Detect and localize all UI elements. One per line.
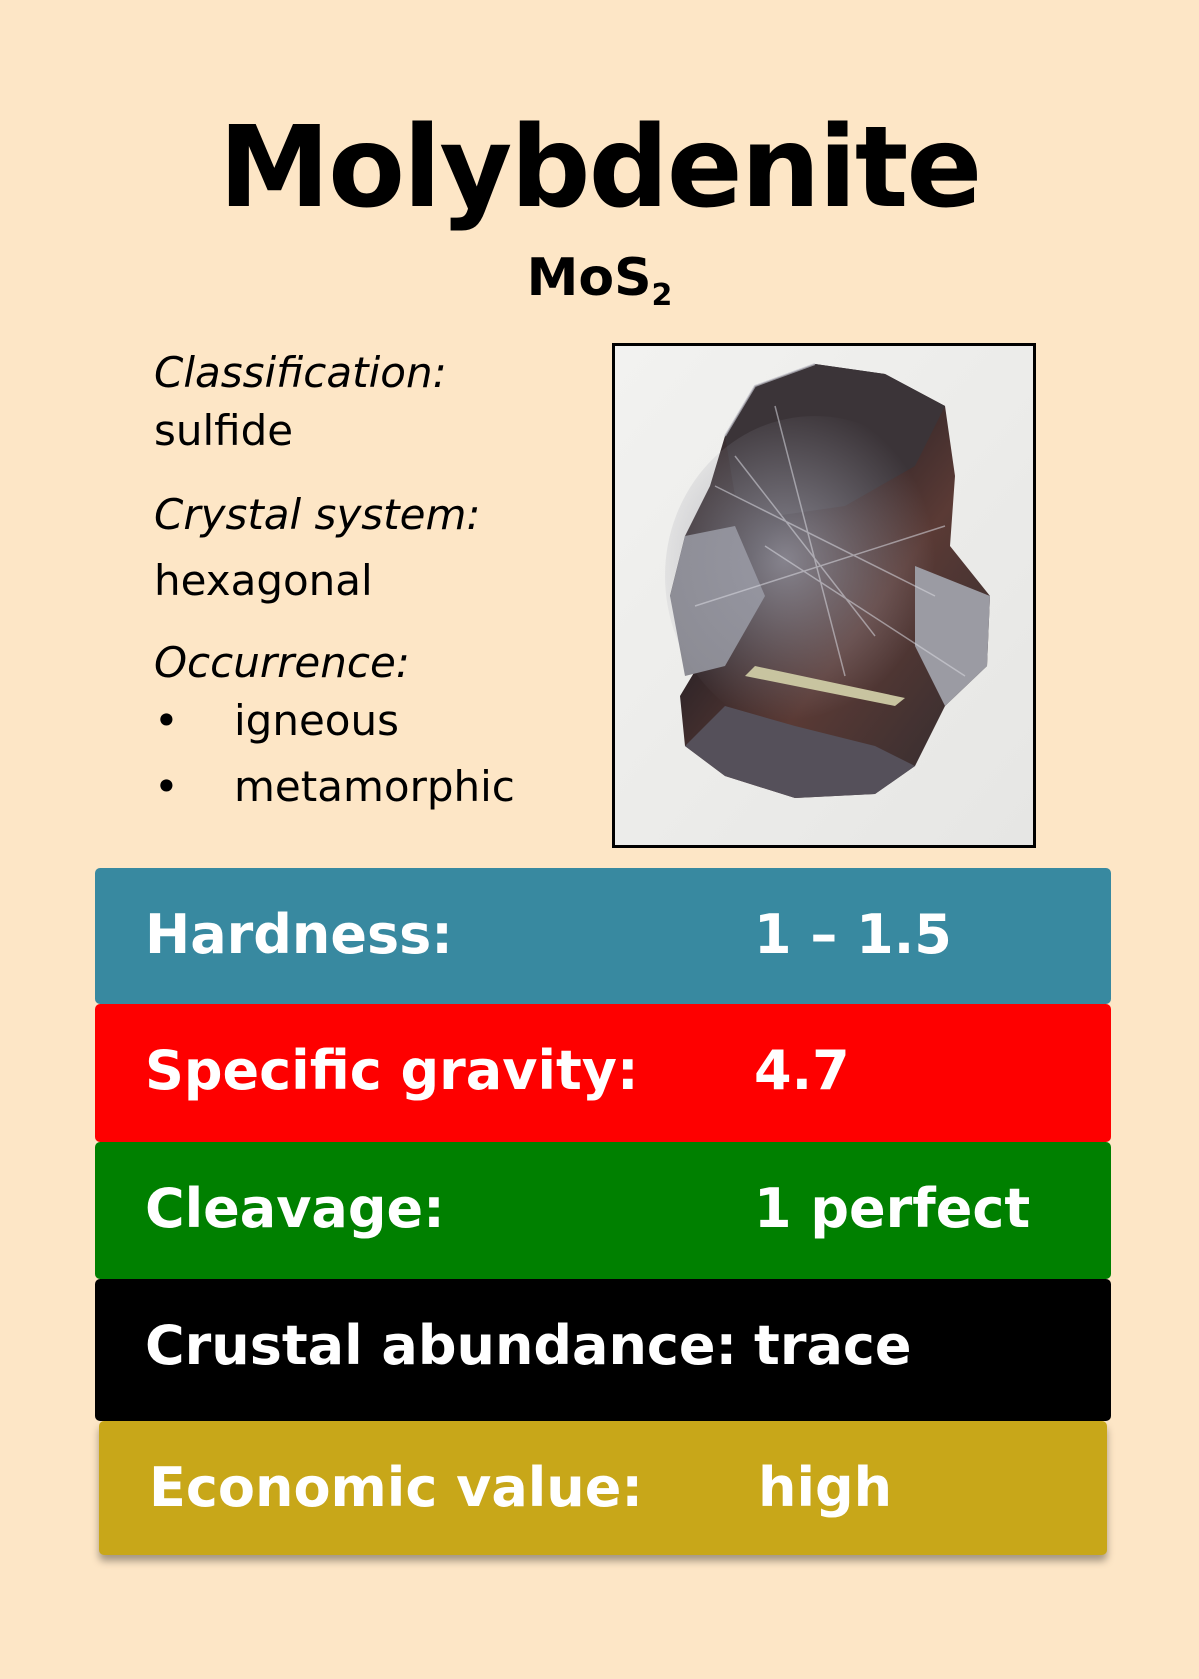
stat-value: 1 – 1.5 (754, 903, 952, 966)
occurrence-item-text: igneous (234, 696, 399, 745)
classification-label: Classification: (154, 348, 447, 397)
stat-value: 4.7 (754, 1039, 850, 1102)
stat-label: Crustal abundance: (145, 1314, 738, 1377)
molybdenite-specimen-image (615, 346, 1033, 845)
classification-value: sulfide (154, 406, 294, 455)
bullet-icon: • (154, 762, 179, 811)
chemical-formula: MoS2 (0, 252, 1199, 311)
occurrence-label: Occurrence: (154, 638, 410, 687)
mineral-name: Molybdenite (218, 103, 983, 233)
formula-main: MoS (526, 248, 652, 308)
crystal-system-label: Crystal system: (154, 490, 481, 539)
stat-crustal-abundance: Crustal abundance: trace (95, 1279, 1111, 1421)
stat-label: Economic value: (149, 1456, 643, 1519)
occurrence-item-text: metamorphic (234, 762, 515, 811)
stat-specific-gravity: Specific gravity: 4.7 (95, 1004, 1111, 1142)
stat-label: Cleavage: (145, 1177, 445, 1240)
crystal-system-value: hexagonal (154, 556, 373, 605)
stat-hardness: Hardness: 1 – 1.5 (95, 868, 1111, 1004)
stat-label: Hardness: (145, 903, 453, 966)
stat-cleavage: Cleavage: 1 perfect (95, 1142, 1111, 1279)
stat-value: high (758, 1456, 893, 1519)
formula-subscript: 2 (651, 278, 673, 313)
stat-value: trace (754, 1314, 912, 1377)
bullet-icon: • (154, 696, 179, 745)
stat-economic-value: Economic value: high (99, 1421, 1107, 1555)
stat-value: 1 perfect (754, 1177, 1031, 1240)
stat-label: Specific gravity: (145, 1039, 639, 1102)
mineral-photo (612, 343, 1036, 848)
